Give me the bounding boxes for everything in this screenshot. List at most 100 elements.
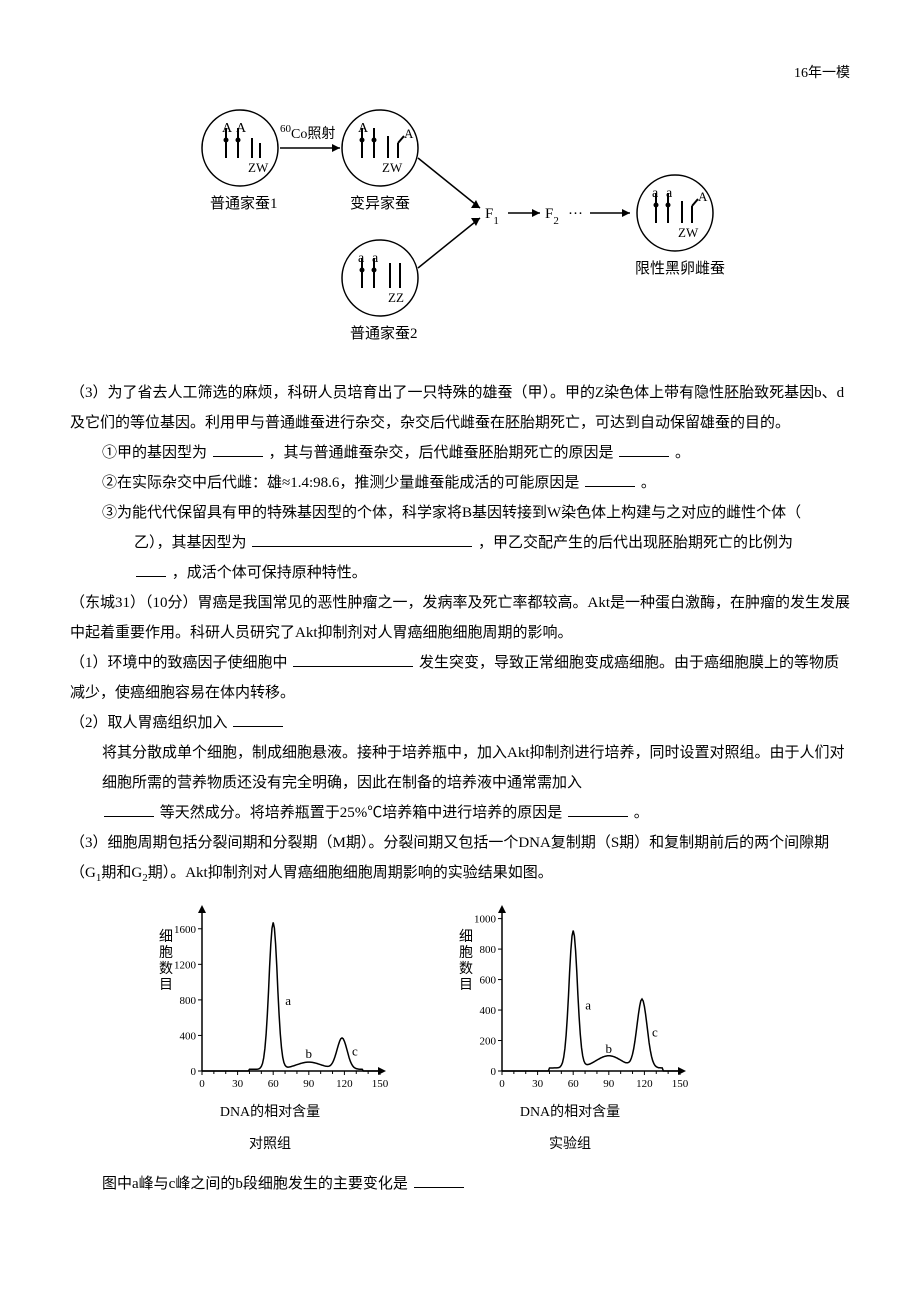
svg-text:数: 数 [159, 961, 173, 977]
page-header: 16年一模 [70, 60, 850, 88]
svg-text:b: b [306, 1046, 313, 1061]
svg-text:1600: 1600 [174, 924, 197, 936]
q3-s2-b: 。 [641, 475, 656, 491]
svg-text:60Co照射: 60Co照射 [280, 123, 335, 142]
q3-s3-b: ，甲乙交配产生的后代出现胚胎期死亡的比例为 [478, 535, 793, 551]
svg-text:ZZ: ZZ [388, 290, 404, 305]
charts-row: 0306090120150040080012001600细胞数目abc DNA的… [150, 899, 850, 1159]
svg-text:0: 0 [491, 1066, 497, 1078]
q3-sub3-line3: ，成活个体可保持原种特性。 [70, 558, 850, 588]
svg-text:200: 200 [480, 1036, 497, 1048]
dc-p2: （2）取人胃癌组织加入 [70, 708, 850, 738]
dc-p3-b: 期和G [101, 865, 142, 881]
q3-sub3-line2: 乙），其基因型为 ，甲乙交配产生的后代出现胚胎期死亡的比例为 [70, 528, 850, 558]
svg-text:150: 150 [672, 1078, 689, 1090]
blank-dc1 [293, 651, 413, 667]
dc-p3-c: 期）。Akt抑制剂对人胃癌细胞细胞周期影响的实验结果如图。 [148, 865, 553, 881]
blank-reason1 [619, 441, 669, 457]
silk2-label: 普通家蚕2 [350, 325, 418, 342]
svg-text:b: b [606, 1041, 613, 1056]
q3-intro: （3）为了省去人工筛选的麻烦，科研人员培育出了一只特殊的雄蚕（甲）。甲的Z染色体… [70, 378, 850, 438]
silk1-label: 普通家蚕1 [210, 195, 278, 212]
blank-genotype-yi [252, 531, 472, 547]
dc-p2-a: （2）取人胃癌组织加入 [70, 715, 228, 731]
q3-s1-b: ，其与普通雌蚕杂交，后代雌蚕胚胎期死亡的原因是 [269, 445, 614, 461]
svg-text:60: 60 [568, 1078, 580, 1090]
svg-text:0: 0 [499, 1078, 505, 1090]
svg-text:胞: 胞 [459, 945, 473, 961]
dc-p2c: 等天然成分。将培养瓶置于25%℃培养箱中进行培养的原因是 。 [70, 798, 850, 828]
exp-chart: 030609012015002004006008001000细胞数目abc DN… [450, 899, 690, 1159]
svg-text:F2: F2 [545, 206, 559, 227]
blank-ratio [136, 561, 166, 577]
q3-s1-c: 。 [675, 445, 690, 461]
svg-text:细: 细 [459, 929, 473, 945]
svg-text:c: c [652, 1025, 658, 1040]
mutant-label: 变异家蚕 [350, 195, 410, 212]
svg-text:A: A [358, 121, 369, 136]
blank-reason2 [585, 471, 635, 487]
q3-sub3: ③为能代代保留具有甲的特殊基因型的个体，科学家将B基因转接到W染色体上构建与之对… [70, 498, 850, 528]
svg-text:30: 30 [232, 1078, 244, 1090]
final-label: 限性黑卵雌蚕 [635, 260, 725, 277]
svg-text:A: A [698, 189, 708, 204]
q3-s2-a: ②在实际杂交中后代雌：雄≈1.4:98.6，推测少量雌蚕能成活的可能原因是 [102, 475, 579, 491]
svg-text:0: 0 [199, 1078, 205, 1090]
svg-text:600: 600 [480, 975, 497, 987]
svg-text:1000: 1000 [474, 914, 497, 926]
dongcheng-title: （东城31）（10分）胃癌是我国常见的恶性肿瘤之一，发病率及死亡率都较高。Akt… [70, 588, 850, 648]
control-chart: 0 30 60 90 120 150 0 400 800 1200 1600细胞数目 a b c DNA的… [150, 899, 390, 1159]
svg-text:数: 数 [459, 961, 473, 977]
dc-p1-a: （1）环境中的致癌因子使细胞中 [70, 655, 288, 671]
exp-title: 实验组 [549, 1131, 591, 1159]
svg-text:30: 30 [532, 1078, 544, 1090]
svg-text:ZW: ZW [678, 225, 699, 240]
q3-s3-c: ，成活个体可保持原种特性。 [172, 565, 367, 581]
control-title: 对照组 [249, 1131, 291, 1159]
genetics-diagram: A A ZW 普通家蚕1 60Co照射 A A ZW 变异家蚕 a a [70, 98, 850, 358]
q3-intro-text: （3）为了省去人工筛选的麻烦，科研人员培育出了一只特殊的雄蚕（甲）。甲的Z染色体… [70, 385, 844, 431]
svg-text:a: a [285, 993, 291, 1008]
svg-text:800: 800 [180, 995, 197, 1007]
svg-text:a: a [585, 997, 591, 1012]
svg-text:···: ··· [568, 206, 583, 222]
blank-dc3 [414, 1172, 464, 1188]
dc-p1: （1）环境中的致癌因子使细胞中 发生突变，导致正常细胞变成癌细胞。由于癌细胞膜上… [70, 648, 850, 708]
q3-s3-a: ③为能代代保留具有甲的特殊基因型的个体，科学家将B基因转接到W染色体上构建与之对… [102, 505, 801, 521]
blank-dc2c [568, 801, 628, 817]
svg-text:120: 120 [636, 1078, 653, 1090]
svg-text:400: 400 [480, 1005, 497, 1017]
blank-genotype [213, 441, 263, 457]
dc-p2-d: 。 [634, 805, 649, 821]
svg-text:细: 细 [159, 929, 173, 945]
q3-sub2: ②在实际杂交中后代雌：雄≈1.4:98.6，推测少量雌蚕能成活的可能原因是 。 [70, 468, 850, 498]
svg-text:90: 90 [303, 1078, 315, 1090]
dc-p2b: 将其分散成单个细胞，制成细胞悬液。接种于培养瓶中，加入Akt抑制剂进行培养，同时… [70, 738, 850, 798]
svg-text:胞: 胞 [159, 945, 173, 961]
control-xlabel: DNA的相对含量 [220, 1099, 320, 1127]
dc-p3-end-a: 图中a峰与c峰之间的b段细胞发生的主要变化是 [102, 1176, 408, 1192]
svg-text:ZW: ZW [382, 160, 403, 175]
q3-sub1: ①甲的基因型为 ，其与普通雌蚕杂交，后代雌蚕胚胎期死亡的原因是 。 [70, 438, 850, 468]
svg-text:1200: 1200 [174, 959, 197, 971]
dc-p3: （3）细胞周期包括分裂间期和分裂期（M期）。分裂间期又包括一个DNA复制期（S期… [70, 828, 850, 889]
svg-text:目: 目 [459, 978, 473, 993]
svg-text:A: A [222, 121, 233, 136]
svg-text:0: 0 [191, 1066, 197, 1078]
svg-text:150: 150 [372, 1078, 389, 1090]
svg-text:ZW: ZW [248, 160, 269, 175]
svg-text:400: 400 [180, 1030, 197, 1042]
dc-p2-b: 将其分散成单个细胞，制成细胞悬液。接种于培养瓶中，加入Akt抑制剂进行培养，同时… [102, 745, 845, 791]
svg-text:目: 目 [159, 978, 173, 993]
svg-text:120: 120 [336, 1078, 353, 1090]
svg-text:A: A [404, 126, 414, 141]
svg-text:60: 60 [268, 1078, 280, 1090]
svg-text:F1: F1 [485, 206, 499, 227]
exp-xlabel: DNA的相对含量 [520, 1099, 620, 1127]
svg-text:90: 90 [603, 1078, 615, 1090]
dc-p3-end: 图中a峰与c峰之间的b段细胞发生的主要变化是 [70, 1169, 850, 1199]
dc-p2-c: 等天然成分。将培养瓶置于25%℃培养箱中进行培养的原因是 [160, 805, 563, 821]
blank-dc2a [233, 711, 283, 727]
svg-text:c: c [352, 1043, 358, 1058]
blank-dc2b [104, 801, 154, 817]
